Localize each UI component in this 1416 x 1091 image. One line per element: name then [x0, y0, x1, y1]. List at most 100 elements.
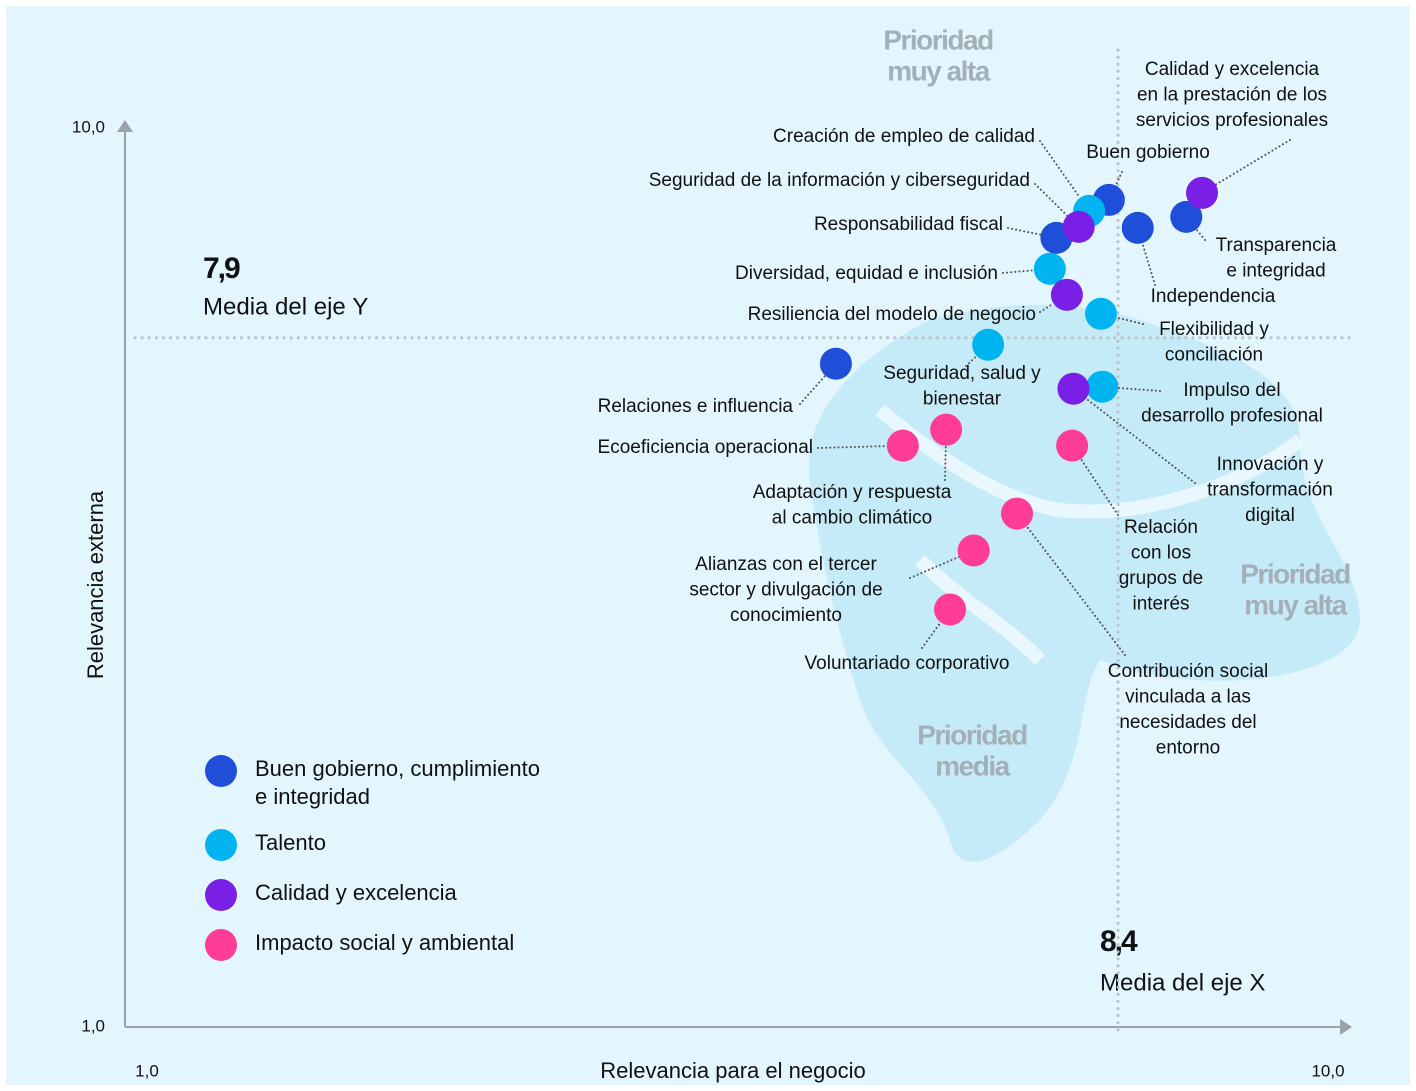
point-label: entorno: [1156, 738, 1220, 759]
point-label: Creación de empleo de calidad: [773, 126, 1035, 147]
x-mean-value: 8,4: [1100, 925, 1138, 958]
data-point: [1086, 370, 1119, 403]
point-label: conciliación: [1165, 345, 1263, 366]
point-label: al cambio climático: [772, 508, 933, 529]
data-point: [1057, 372, 1090, 405]
x-arrow: [1340, 1019, 1352, 1035]
point-label: Voluntariado corporativo: [805, 653, 1010, 674]
point-label: Buen gobierno: [1086, 142, 1210, 163]
leader-line: [1039, 140, 1081, 199]
point-label: Responsabilidad fiscal: [814, 214, 1003, 235]
data-point: [819, 347, 852, 380]
data-point: [1121, 211, 1154, 244]
point-label: desarrollo profesional: [1141, 406, 1323, 427]
zone-label: Prioridad: [883, 24, 993, 55]
point-label: Seguridad de la información y cibersegur…: [649, 170, 1030, 191]
y-axis-title: Relevancia externa: [83, 490, 108, 679]
legend-label: Talento: [255, 830, 326, 855]
zone-streaks: [875, 404, 1305, 665]
leader-line: [1002, 269, 1035, 274]
legend-swatch: [205, 829, 237, 861]
zone-label: Prioridad: [1240, 558, 1350, 589]
data-point: [1186, 176, 1219, 209]
point-label: Diversidad, equidad e inclusión: [735, 263, 998, 284]
point-label: transformación: [1207, 480, 1333, 501]
point-label: Calidad y excelencia: [1145, 59, 1320, 80]
point-label: e integridad: [1226, 261, 1325, 282]
leader-line: [1114, 171, 1123, 187]
legend-label: Calidad y excelencia: [255, 880, 457, 905]
leader-line: [1085, 397, 1196, 484]
point-label: interés: [1132, 594, 1189, 615]
point-label: sector y divulgación de: [689, 580, 882, 601]
legend-label: Buen gobierno, cumplimiento e integridad: [255, 756, 540, 809]
zone-label: muy alta: [887, 55, 991, 86]
point-label: Alianzas con el tercer: [695, 554, 877, 575]
legend-label: Impacto social y ambiental: [255, 930, 515, 955]
point-label: en la prestación de los: [1137, 85, 1327, 106]
leader-line: [1141, 242, 1156, 286]
zone-label: media: [935, 750, 1010, 781]
point-label: Adaptación y respuesta: [753, 482, 952, 503]
leader-line: [817, 445, 888, 449]
point-label: Relación: [1124, 517, 1198, 538]
leader-line: [909, 555, 961, 579]
x-tick-label: 1,0: [135, 1061, 159, 1080]
point-label: bienestar: [923, 389, 1002, 410]
x-mean-text: Media del eje X: [1100, 969, 1265, 996]
legend-swatch: [205, 755, 237, 787]
leader-line: [944, 444, 947, 481]
zone-label: muy alta: [1244, 589, 1348, 620]
data-point: [957, 534, 990, 567]
y-tick-label: 10,0: [72, 117, 105, 136]
leader-line: [1025, 525, 1126, 656]
x-tick-label: 10,0: [1311, 1061, 1344, 1080]
leader-line: [1039, 302, 1055, 313]
point-label: necesidades del: [1119, 712, 1256, 733]
data-point: [1062, 210, 1095, 243]
legend-item: Talento: [205, 829, 565, 861]
data-point: [1170, 200, 1203, 233]
data-point: [1084, 297, 1117, 330]
point-label: Contribución social: [1108, 661, 1269, 682]
y-mean-text: Media del eje Y: [203, 293, 368, 320]
data-point: [886, 429, 919, 462]
legend-swatch: [205, 929, 237, 961]
legend-swatch: [205, 879, 237, 911]
legend-item: Calidad y excelencia: [205, 879, 565, 911]
x-axis-title: Relevancia para el negocio: [600, 1058, 865, 1083]
point-label: Impulso del: [1183, 380, 1280, 401]
point-label: Relaciones e influencia: [598, 396, 794, 417]
leader-line: [921, 621, 942, 649]
point-label: grupos de: [1119, 568, 1204, 589]
point-label: servicios profesionales: [1136, 110, 1328, 131]
data-point: [1056, 429, 1089, 462]
point-label: digital: [1245, 505, 1295, 526]
data-point: [1050, 278, 1083, 311]
point-label: vinculada a las: [1125, 687, 1251, 708]
point-label: Ecoeficiencia operacional: [598, 437, 813, 458]
point-label: Innovación y: [1217, 454, 1324, 475]
point-label: Flexibilidad y: [1159, 319, 1269, 340]
data-point: [972, 328, 1005, 361]
leader-line: [1195, 228, 1206, 241]
leader-line: [1117, 386, 1161, 392]
y-mean-value: 7,9: [203, 252, 240, 285]
leader-line: [1007, 227, 1042, 236]
data-point: [1001, 497, 1034, 530]
y-tick-label: 1,0: [81, 1016, 105, 1035]
point-label: Resiliencia del modelo de negocio: [748, 304, 1036, 325]
data-point: [934, 593, 967, 626]
legend-item: Buen gobierno, cumplimiento e integridad: [205, 755, 565, 811]
leader-line: [1079, 457, 1119, 516]
data-point: [930, 413, 963, 446]
axes: [117, 120, 1352, 1035]
point-label: con los: [1131, 543, 1191, 564]
y-arrow: [117, 120, 133, 132]
point-label: Transparencia: [1216, 235, 1337, 256]
point-label: conocimiento: [730, 605, 842, 626]
zone-label: Prioridad: [917, 719, 1027, 750]
point-label: Seguridad, salud y: [883, 363, 1041, 384]
